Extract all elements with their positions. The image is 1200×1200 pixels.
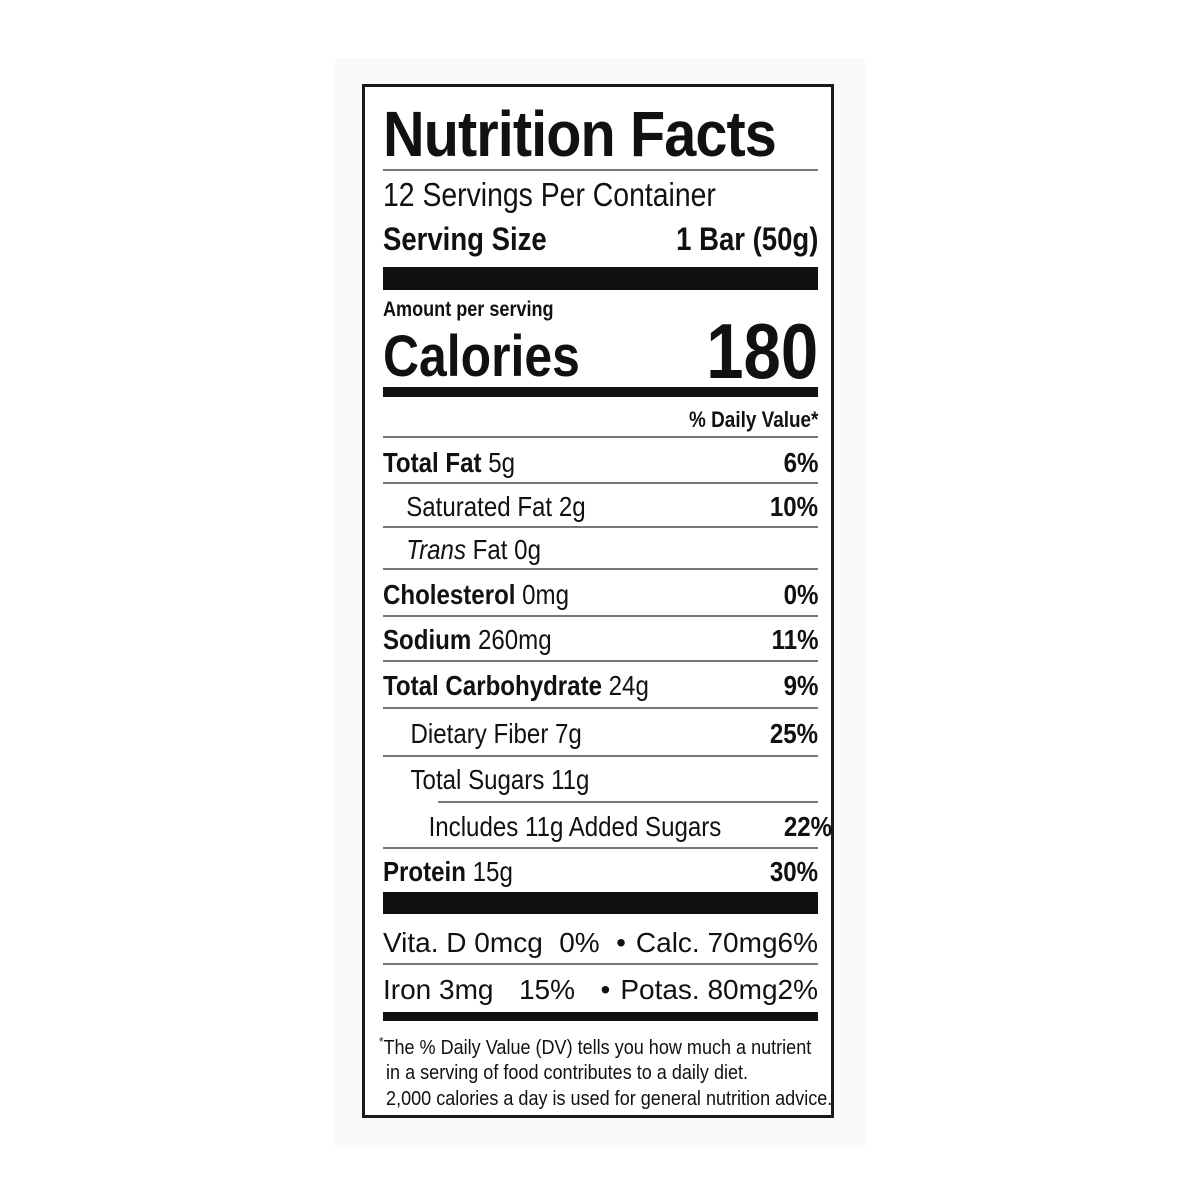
servings-per-container: 12 Servings Per Container <box>383 176 716 213</box>
medium-divider <box>383 1012 818 1021</box>
micronutrient-dv: 2% <box>777 974 818 1005</box>
calories-row: Calories 180 <box>383 307 818 395</box>
medium-divider <box>383 387 818 397</box>
calories-label: Calories <box>383 324 580 389</box>
divider <box>383 436 818 438</box>
micronutrient-row: Iron 3mg 15% • Potas. 80mg 2% <box>383 970 818 1010</box>
nutrient-row-trans-fat: Trans Fat 0g <box>383 531 818 569</box>
micronutrient-name: Iron 3mg <box>383 974 494 1005</box>
thick-divider <box>383 267 818 290</box>
calories-value: 180 <box>706 307 818 395</box>
daily-value-header: % Daily Value* <box>688 407 818 432</box>
micronutrient-name: Calc. 70mg <box>635 927 778 958</box>
nutrient-row-dietary-fiber: Dietary Fiber 7g 25% <box>383 715 818 753</box>
divider <box>383 660 818 662</box>
nutrient-dv: 11% <box>771 624 818 655</box>
divider <box>438 801 818 803</box>
nutrient-dv: 9% <box>783 670 818 701</box>
nutrient-row-cholesterol: Cholesterol 0mg 0% <box>383 576 818 614</box>
micronutrient-name: Potas. 80mg <box>620 974 778 1005</box>
footnote-line: 2,000 calories a day is used for general… <box>386 1086 833 1110</box>
micronutrient-dv: 6% <box>777 927 818 958</box>
bullet-separator: • <box>600 974 611 1005</box>
micronutrient-row: Vita. D 0mcg 0% • Calc. 70mg 6% <box>383 923 818 963</box>
divider <box>383 482 818 484</box>
footnote-line: The % Daily Value (DV) tells you how muc… <box>383 1035 812 1059</box>
serving-size-value: 1 Bar (50g) <box>675 220 818 257</box>
nutrient-row-total-carbohydrate: Total Carbohydrate 24g 9% <box>383 667 818 705</box>
micronutrient-name: Vita. D 0mcg <box>383 927 543 958</box>
nutrient-row-protein: Protein 15g 30% <box>383 853 818 891</box>
nutrient-dv: 0% <box>783 579 818 610</box>
divider <box>383 615 818 617</box>
nutrient-name: Total Carbohydrate <box>383 670 602 701</box>
amount-per-serving-row: Amount per serving <box>383 297 818 323</box>
nutrient-amount: 0g <box>514 534 541 565</box>
thick-divider <box>383 892 818 914</box>
nutrient-name: Trans <box>406 534 466 565</box>
nutrition-facts-label: Nutrition Facts 12 Servings Per Containe… <box>362 84 834 1118</box>
servings-row: 12 Servings Per Container <box>383 176 818 213</box>
nutrient-name: Total Fat <box>383 447 482 478</box>
nutrient-dv: 10% <box>769 491 818 522</box>
divider <box>383 755 818 757</box>
nutrient-dv: 22% <box>784 811 833 842</box>
nutrient-amount: 7g <box>555 718 582 749</box>
footnote: *The % Daily Value (DV) tells you how mu… <box>379 1029 832 1111</box>
divider <box>383 707 818 709</box>
nutrient-name: Sodium <box>383 624 472 655</box>
nutrient-amount: 260mg <box>477 624 552 655</box>
nutrient-row-sodium: Sodium 260mg 11% <box>383 621 818 659</box>
footnote-line: in a serving of food contributes to a da… <box>386 1061 749 1085</box>
nutrient-name: Dietary Fiber <box>410 718 549 749</box>
footnote-asterisk: * <box>379 1034 384 1049</box>
nutrient-dv: 6% <box>783 447 818 478</box>
micronutrient-dv: 0% <box>559 927 600 958</box>
nutrient-amount: 0mg <box>522 579 570 610</box>
divider <box>383 847 818 849</box>
bullet-separator: • <box>616 927 626 958</box>
label-title: Nutrition Facts <box>383 98 777 170</box>
divider <box>383 568 818 570</box>
amount-per-serving: Amount per serving <box>383 298 554 321</box>
nutrient-amount: 24g <box>608 670 649 701</box>
nutrient-name: Saturated Fat <box>406 491 553 522</box>
nutrient-dv: 30% <box>769 856 818 887</box>
divider <box>383 169 818 171</box>
nutrient-name-rest: Fat <box>472 534 508 565</box>
nutrient-name: Total Sugars <box>410 764 545 795</box>
nutrient-name: Cholesterol <box>383 579 516 610</box>
divider <box>383 963 818 965</box>
nutrient-amount: 11g <box>551 764 590 795</box>
nutrient-amount: 2g <box>558 491 586 522</box>
dv-header-row: % Daily Value* <box>383 405 818 435</box>
nutrient-row-total-fat: Total Fat 5g 6% <box>383 444 818 482</box>
micronutrient-dv: 15% <box>518 974 576 1005</box>
serving-size-row: Serving Size 1 Bar (50g) <box>383 221 818 257</box>
divider <box>383 526 818 528</box>
nutrient-name: Protein <box>383 856 466 887</box>
nutrient-dv: 25% <box>769 718 818 749</box>
serving-size-label: Serving Size <box>383 220 547 257</box>
nutrient-row-saturated-fat: Saturated Fat 2g 10% <box>383 488 818 526</box>
nutrient-row-total-sugars: Total Sugars 11g <box>383 761 818 799</box>
title-row: Nutrition Facts <box>383 98 818 170</box>
nutrient-amount: 15g <box>472 856 513 887</box>
nutrient-name: Includes 11g Added Sugars <box>428 811 722 842</box>
nutrient-amount: 5g <box>488 447 516 478</box>
nutrient-row-added-sugars: Includes 11g Added Sugars 22% <box>383 808 833 846</box>
